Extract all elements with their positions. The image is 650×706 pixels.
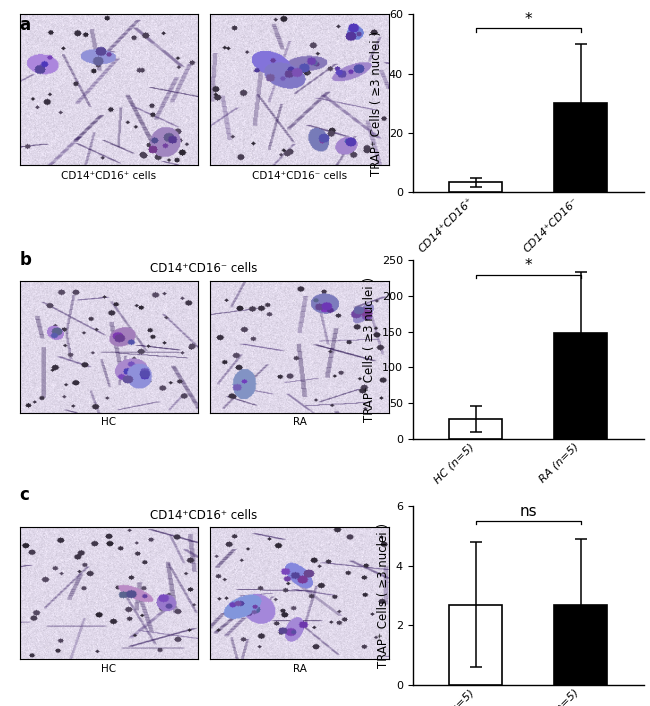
Text: *: * — [525, 258, 532, 273]
Text: *: * — [525, 11, 532, 27]
Text: RA: RA — [292, 664, 307, 674]
Text: HC: HC — [101, 664, 116, 674]
Bar — [554, 103, 607, 193]
Text: b: b — [20, 251, 31, 268]
Bar — [554, 604, 607, 685]
Text: CD14⁺CD16⁺ cells: CD14⁺CD16⁺ cells — [151, 508, 258, 522]
Text: RA: RA — [292, 417, 307, 427]
Y-axis label: TRAP⁺ Cells ( ≥3 nuclei ): TRAP⁺ Cells ( ≥3 nuclei ) — [363, 277, 376, 422]
Text: CD14⁺CD16⁻ cells: CD14⁺CD16⁻ cells — [252, 171, 347, 181]
Text: ns: ns — [519, 504, 537, 519]
Text: CD14⁺CD16⁺ cells: CD14⁺CD16⁺ cells — [61, 171, 156, 181]
Y-axis label: TRAP⁺ Cells ( ≥3 nuclei ): TRAP⁺ Cells ( ≥3 nuclei ) — [370, 31, 383, 176]
Bar — [449, 419, 502, 438]
Text: c: c — [20, 486, 29, 503]
Bar — [449, 604, 502, 685]
Text: CD14⁺CD16⁻ cells: CD14⁺CD16⁻ cells — [150, 263, 258, 275]
Y-axis label: TRAP⁺ Cells ( ≥3 nuclei ): TRAP⁺ Cells ( ≥3 nuclei ) — [378, 523, 391, 668]
Bar — [449, 182, 502, 193]
Bar — [554, 333, 607, 438]
Text: a: a — [20, 16, 31, 34]
Text: HC: HC — [101, 417, 116, 427]
